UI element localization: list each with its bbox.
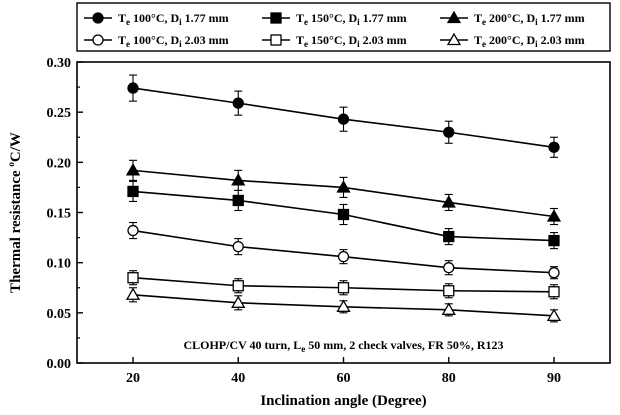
series-5 (127, 270, 560, 300)
series-layer (125, 74, 562, 323)
data-point (443, 262, 455, 274)
legend-marker (446, 10, 462, 24)
legend-item: Te 150°C, Di 2.03 mm (262, 33, 407, 49)
data-point (548, 234, 560, 247)
legend-marker (270, 34, 282, 46)
series-3 (125, 159, 562, 226)
data-point (232, 194, 244, 207)
legend-label: Te 150°C, Di 2.03 mm (296, 33, 407, 49)
data-point (232, 97, 244, 109)
legend-label: Te 150°C, Di 1.77 mm (296, 11, 407, 27)
data-point (125, 287, 141, 300)
legend-marker (446, 32, 462, 46)
axes: 0.00 0.05 0.10 0.15 0.20 0.25 0.30 20 40 60 80 90 (47, 56, 611, 386)
data-point (336, 299, 351, 312)
x-tick-label: 90 (547, 371, 561, 386)
x-tick-label: 20 (126, 371, 140, 386)
data-point (231, 295, 246, 308)
data-point (232, 280, 244, 292)
legend: Te 100°C, Di 1.77 mm Te 150°C, Di 1.77 mm… (76, 2, 611, 52)
data-point (337, 208, 350, 221)
legend-marker (270, 12, 282, 24)
data-point (232, 240, 244, 253)
data-point (443, 285, 455, 297)
chart-annotation: CLOHP/CV 40 turn, Le 50 mm, 2 check valv… (183, 338, 503, 354)
data-point (337, 250, 350, 263)
data-point (443, 230, 455, 243)
legend-item: Te 100°C, Di 2.03 mm (84, 33, 229, 49)
x-tick-label: 60 (337, 371, 351, 386)
data-point (231, 173, 246, 186)
legend-item: Te 100°C, Di 1.77 mm (84, 11, 229, 27)
data-point (127, 82, 139, 94)
y-tick-label: 0.00 (47, 357, 72, 372)
legend-item: Te 200°C, Di 2.03 mm (440, 32, 585, 49)
data-point (441, 302, 456, 315)
series-2 (127, 180, 560, 250)
data-point (337, 282, 350, 294)
data-point (125, 163, 141, 176)
legend-label: Te 100°C, Di 2.03 mm (118, 33, 229, 49)
series-1 (127, 74, 560, 158)
y-tick-label: 0.30 (47, 56, 72, 71)
legend-box (76, 2, 611, 52)
data-point (441, 195, 456, 208)
data-point (546, 308, 562, 321)
data-point (546, 209, 562, 222)
legend-label: Te 100°C, Di 1.77 mm (118, 11, 229, 27)
data-point (127, 185, 139, 198)
y-tick-label: 0.10 (47, 257, 72, 272)
y-tick-label: 0.20 (47, 156, 72, 171)
y-tick-label: 0.15 (47, 207, 72, 222)
data-point (548, 141, 560, 153)
x-axis-label: Inclination angle (Degree) (260, 393, 426, 409)
legend-marker (92, 34, 104, 46)
x-tick-label: 40 (231, 371, 245, 386)
data-point (337, 113, 350, 125)
y-axis-label: Thermal resistance oC/W (6, 132, 24, 293)
series-6 (125, 287, 562, 323)
data-point (336, 180, 351, 193)
legend-label: Te 200°C, Di 2.03 mm (474, 33, 585, 49)
y-tick-label: 0.25 (47, 106, 72, 121)
y-tick-label: 0.05 (47, 307, 72, 322)
legend-marker (92, 12, 104, 24)
data-point (127, 224, 139, 237)
data-point (443, 126, 455, 138)
data-point (548, 286, 560, 298)
series-4 (127, 221, 560, 280)
x-tick-label: 80 (442, 371, 456, 386)
data-point (127, 272, 139, 284)
legend-label: Te 200°C, Di 1.77 mm (474, 11, 585, 27)
data-point (548, 267, 560, 279)
legend-item: Te 150°C, Di 1.77 mm (262, 11, 407, 27)
legend-item: Te 200°C, Di 1.77 mm (440, 10, 585, 27)
